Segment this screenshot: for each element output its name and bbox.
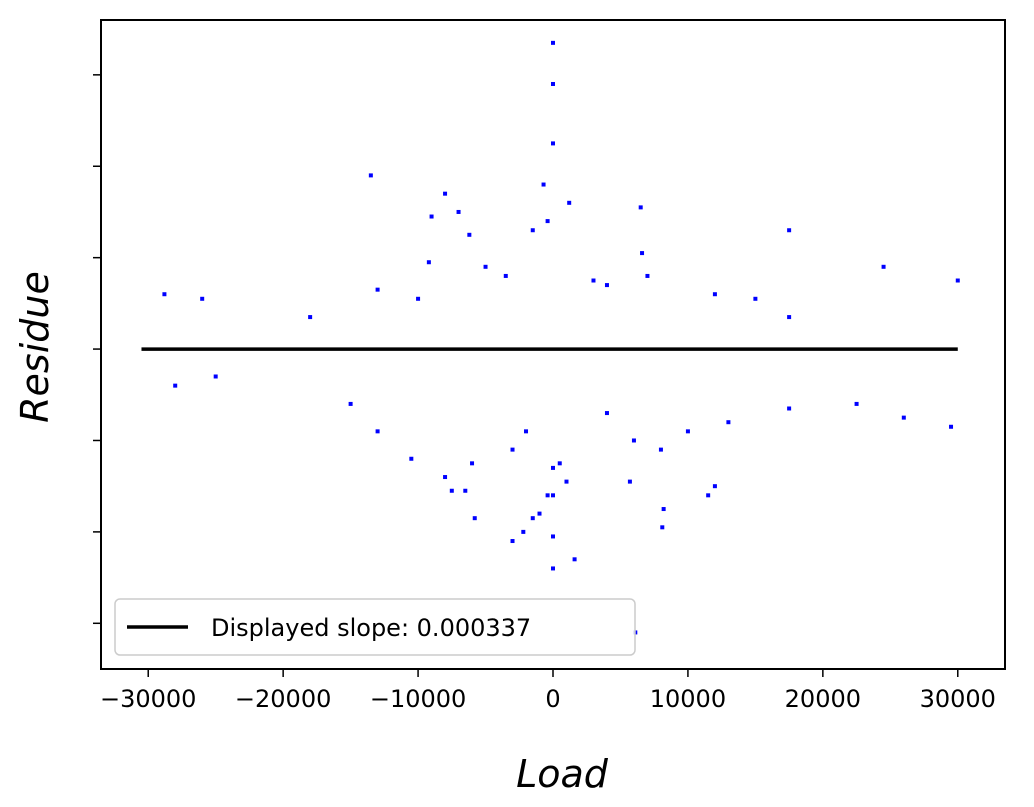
scatter-point: [901, 415, 906, 420]
scatter-point: [503, 273, 508, 278]
x-tick-label: 0: [545, 685, 560, 713]
scatter-point: [787, 315, 792, 320]
x-tick-label: 20000: [785, 685, 861, 713]
scatter-point: [173, 383, 178, 388]
scatter-point: [545, 493, 550, 498]
scatter-point: [627, 479, 632, 484]
legend-label: Displayed slope: 0.000337: [211, 614, 531, 642]
x-axis-title: Load: [516, 752, 609, 796]
scatter-point: [443, 191, 448, 196]
scatter-point: [567, 200, 572, 205]
scatter-point: [949, 424, 954, 429]
scatter-point: [483, 264, 488, 269]
scatter-points: [162, 40, 960, 635]
scatter-point: [472, 516, 477, 521]
legend-box: [114, 598, 636, 656]
scatter-point: [638, 205, 643, 210]
scatter-point: [551, 566, 555, 571]
scatter-point: [530, 516, 535, 521]
scatter-point: [416, 296, 421, 301]
plot-frame: [100, 19, 1006, 670]
scatter-point: [551, 81, 555, 86]
scatter-point: [375, 429, 380, 434]
scatter-point: [712, 484, 717, 489]
scatter-point: [470, 461, 475, 466]
scatter-point: [658, 447, 663, 452]
scatter-point: [348, 401, 353, 406]
scatter-point: [572, 557, 577, 562]
scatter-point: [449, 488, 454, 493]
scatter-point: [467, 232, 472, 237]
scatter-point: [545, 219, 550, 224]
scatter-point: [510, 447, 515, 452]
x-tick-label: 30000: [920, 685, 996, 713]
scatter-point: [200, 296, 205, 301]
scatter-point: [443, 475, 448, 480]
scatter-point: [753, 296, 758, 301]
scatter-point: [787, 406, 792, 411]
scatter-point: [706, 493, 711, 498]
scatter-point: [551, 465, 555, 470]
scatter-point: [213, 374, 218, 379]
scatter-point: [426, 260, 431, 265]
scatter-point: [726, 420, 731, 425]
scatter-point: [521, 529, 526, 534]
scatter-point: [604, 283, 609, 288]
scatter-point: [551, 141, 555, 146]
scatter-point: [881, 264, 886, 269]
scatter-point: [510, 539, 515, 544]
scatter-point: [162, 292, 167, 297]
scatter-point: [551, 40, 555, 45]
scatter-point: [537, 511, 542, 516]
scatter-point: [604, 411, 609, 416]
y-axis-title: Residue: [13, 271, 57, 423]
scatter-point: [660, 525, 665, 530]
scatter-point: [375, 287, 380, 292]
scatter-point: [787, 228, 792, 233]
scatter-point: [591, 278, 596, 283]
scatter-point: [712, 292, 717, 297]
scatter-point: [524, 429, 529, 434]
scatter-point: [368, 173, 373, 178]
scatter-point: [645, 273, 650, 278]
scatter-point: [661, 507, 666, 512]
x-tick-label: −30000: [100, 685, 196, 713]
scatter-point: [463, 488, 468, 493]
scatter-point: [640, 251, 645, 256]
scatter-point: [631, 438, 636, 443]
scatter-point: [456, 209, 461, 214]
scatter-point: [530, 228, 535, 233]
scatter-point: [557, 461, 562, 466]
x-tick-label: −10000: [370, 685, 466, 713]
scatter-point: [564, 479, 569, 484]
scatter-point: [429, 214, 434, 219]
legend: Displayed slope: 0.000337: [114, 598, 636, 656]
scatter-point: [854, 401, 859, 406]
scatter-point: [551, 493, 555, 498]
y-axis: [93, 74, 101, 625]
scatter-point: [409, 456, 414, 461]
scatter-point: [685, 429, 690, 434]
x-axis: −30000 −20000 −10000 0 10000 20000 30000: [100, 669, 996, 713]
scatter-point: [541, 182, 546, 187]
x-tick-label: −20000: [235, 685, 331, 713]
scatter-point: [955, 278, 960, 283]
x-tick-label: 10000: [650, 685, 726, 713]
scatter-point: [551, 534, 555, 539]
scatter-point: [308, 315, 313, 320]
